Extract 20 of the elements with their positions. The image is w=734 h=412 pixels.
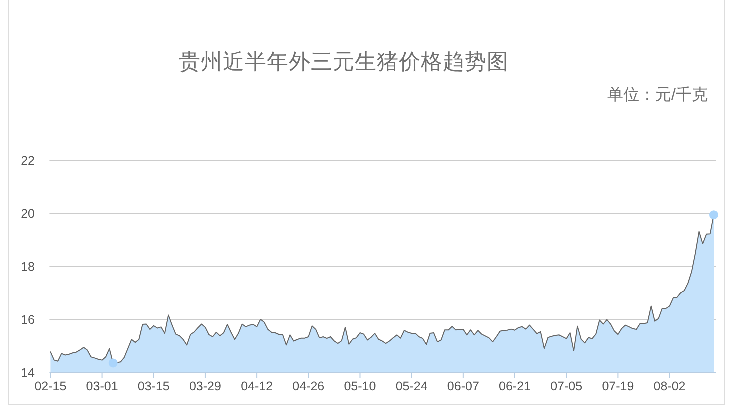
x-tick-label: 03-01 <box>86 380 118 394</box>
x-tick-label: 05-10 <box>344 380 376 394</box>
x-tick-label: 06-21 <box>499 380 532 394</box>
x-tick-label: 04-26 <box>292 380 325 394</box>
y-tick-label: 20 <box>21 207 36 221</box>
x-tick-label: 05-24 <box>396 380 428 394</box>
x-tick-label: 08-02 <box>654 380 686 394</box>
y-tick-label: 14 <box>21 366 36 380</box>
x-tick-label: 02-15 <box>34 380 67 394</box>
text: 单位：元/千克 <box>608 86 708 104</box>
y-tick-label: 18 <box>21 260 36 274</box>
x-tick-label: 03-29 <box>189 380 222 394</box>
y-tick-label: 22 <box>21 154 36 168</box>
x-tick-label: 04-12 <box>241 380 274 394</box>
chart-title: 贵州近半年外三元生猪价格趋势图 <box>179 50 509 74</box>
x-tick-label: 03-15 <box>138 380 170 394</box>
x-tick-label: 07-19 <box>602 380 634 394</box>
y-tick-label: 16 <box>21 313 36 327</box>
x-tick-label: 06-07 <box>447 380 480 394</box>
x-tick-label: 07-05 <box>550 380 583 394</box>
